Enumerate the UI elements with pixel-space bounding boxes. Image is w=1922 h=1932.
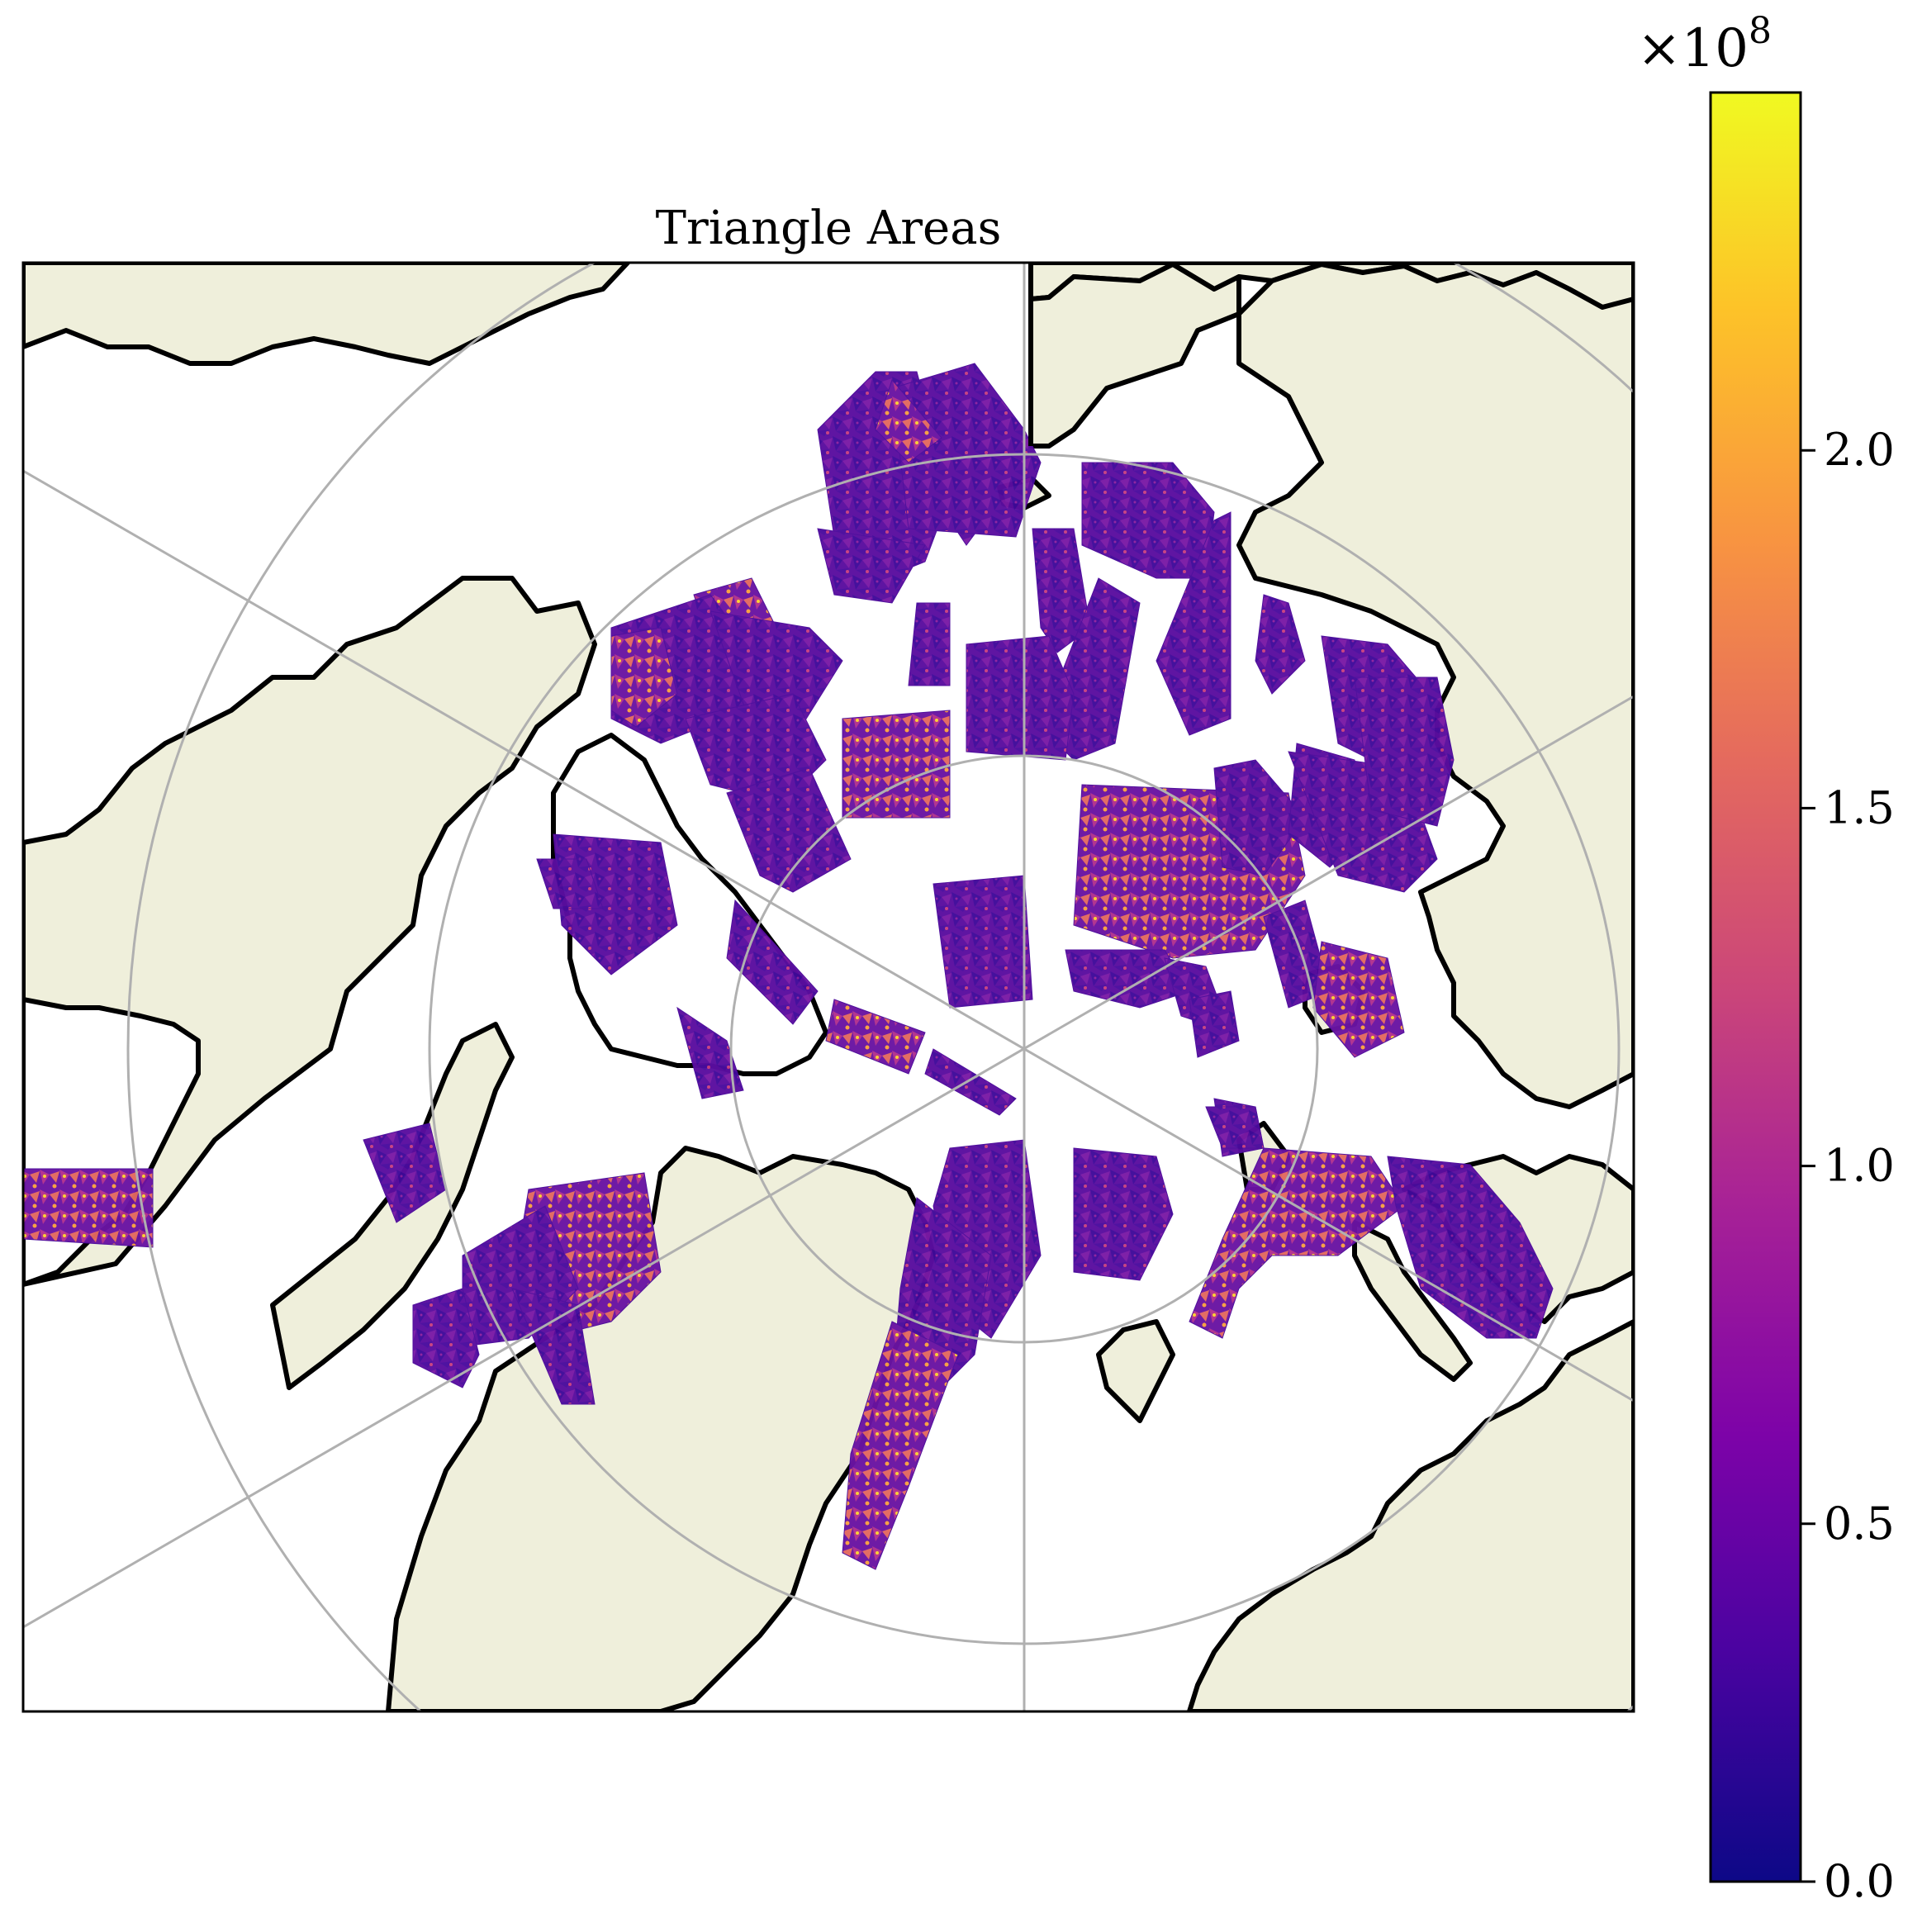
meridian-line xyxy=(23,695,1634,1629)
mesh-swath xyxy=(924,1048,1017,1116)
colorbar-tick-label: 0.0 xyxy=(1824,1855,1895,1907)
mesh-swath xyxy=(726,767,852,893)
mesh-swath xyxy=(891,363,1042,538)
mesh-swath xyxy=(511,1288,596,1405)
mesh-swath xyxy=(875,379,942,463)
mesh-swath xyxy=(23,1168,154,1248)
mesh-swath xyxy=(1312,941,1405,1058)
land-greenland xyxy=(386,1146,936,1711)
land-svalbard xyxy=(1096,1319,1175,1423)
map-title: Triangle Areas xyxy=(656,202,1002,255)
colorbar-multiplier: ×108 xyxy=(1637,10,1772,79)
mesh-swath xyxy=(1255,594,1306,695)
mesh-swath xyxy=(1354,676,1455,827)
map-frame xyxy=(21,261,1635,1713)
latitude-circle xyxy=(126,263,1634,1711)
mesh-swath xyxy=(676,1006,744,1099)
mesh-swath xyxy=(1387,1156,1554,1339)
mesh-swath xyxy=(610,627,678,728)
colorbar-gradient xyxy=(1709,91,1802,1883)
meridian-line xyxy=(23,469,1634,1403)
mesh-swath xyxy=(817,528,926,604)
graticule xyxy=(23,263,1634,1711)
mesh-swath xyxy=(908,602,951,686)
mesh-swath xyxy=(842,710,951,819)
land-siberia-east xyxy=(1236,263,1634,1109)
colorbar-ticks: 0.0 0.5 1.0 1.5 2.0 xyxy=(1801,424,1895,1907)
map-panel xyxy=(23,263,1634,1711)
colorbar-tick-label: 0.5 xyxy=(1824,1498,1895,1550)
mesh-swath xyxy=(842,1321,959,1570)
mesh-swath xyxy=(933,875,1033,1009)
colorbar-tick-label: 1.5 xyxy=(1824,781,1895,833)
mesh-swath xyxy=(1156,511,1232,736)
mesh-swath xyxy=(825,999,926,1075)
mesh-swath xyxy=(1032,528,1091,653)
colorbar-tick-label: 2.0 xyxy=(1824,424,1895,476)
mesh-swath xyxy=(536,858,604,909)
colorbar: ×108 0.0 0.5 1.0 1.5 2.0 xyxy=(1637,10,1895,1907)
mesh-swath xyxy=(966,635,1075,761)
mesh-swath xyxy=(412,1288,480,1388)
colorbar-tick-label: 1.0 xyxy=(1824,1140,1895,1192)
mesh-swath xyxy=(1065,949,1190,1009)
land-europe-scandinavia xyxy=(1187,1319,1634,1711)
mesh-swath xyxy=(726,899,819,1025)
mesh-swath xyxy=(1189,990,1240,1058)
land-layer xyxy=(23,263,1634,1711)
mesh-swath xyxy=(1073,1147,1174,1281)
